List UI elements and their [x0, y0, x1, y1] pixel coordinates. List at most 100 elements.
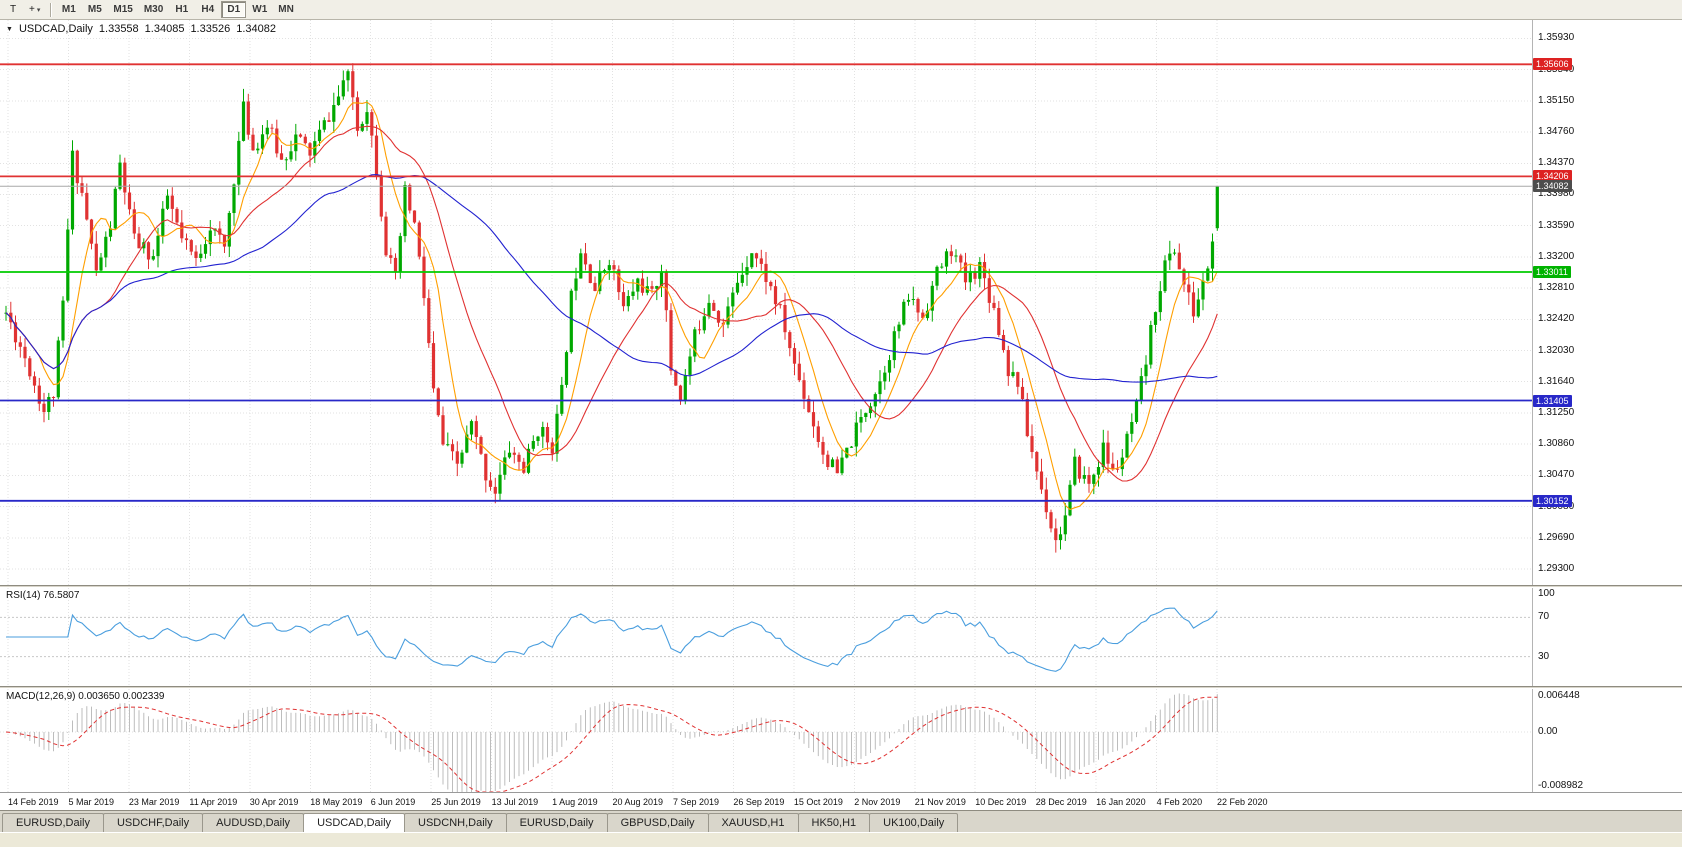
rsi-header: RSI(14) 76.5807	[6, 590, 80, 601]
symbol-dropdown-icon[interactable]: ▼	[6, 25, 13, 33]
crosshair-tool-dropdown[interactable]: + ▾	[24, 1, 45, 18]
chart-tab-bar: EURUSD,Daily USDCHF,Daily AUDUSD,Daily USDC…	[0, 810, 1682, 832]
macd-histogram	[10, 693, 1218, 792]
rsi-canvas-wrap: RSI(14) 76.5807	[0, 588, 1532, 686]
current-price-tag: 1.34082	[1533, 180, 1572, 193]
macd-canvas[interactable]	[0, 689, 1532, 792]
axis-label: 0.006448	[1538, 690, 1580, 701]
toolbar-separator	[50, 2, 52, 17]
chart-area: ▼ USDCAD,Daily 1.33558 1.34085 1.33526 1…	[0, 20, 1682, 810]
status-strip	[0, 832, 1682, 847]
axis-label: 1.30860	[1538, 438, 1575, 450]
chart-tab-hk50-h1[interactable]: HK50,H1	[797, 813, 871, 832]
timeframe-h4-button[interactable]: H4	[195, 1, 220, 18]
axis-label: 70	[1538, 611, 1550, 623]
date-axis-label: 2 Nov 2019	[854, 797, 901, 807]
axis-label: 1.30470	[1538, 469, 1575, 481]
date-axis-label: 22 Feb 2020	[1217, 797, 1268, 807]
date-axis-label: 4 Feb 2020	[1156, 797, 1203, 807]
axis-label: 1.32810	[1538, 282, 1575, 294]
date-axis-label: 6 Jun 2019	[370, 797, 416, 807]
macd-header: MACD(12,26,9) 0.003650 0.002339	[6, 691, 165, 702]
chart-tab-usdcnh-daily[interactable]: USDCNH,Daily	[404, 813, 507, 832]
axis-label: 30	[1538, 650, 1550, 662]
main-chart-panel: ▼ USDCAD,Daily 1.33558 1.34085 1.33526 1…	[0, 20, 1682, 585]
grid	[0, 689, 1532, 792]
timeframe-button-group: M1 M5 M15 M30 H1 H4 D1 W1 MN	[56, 1, 298, 18]
axis-label: 1.29690	[1538, 531, 1575, 543]
rsi-panel: RSI(14) 76.5807 100 70 30	[0, 588, 1682, 686]
chart-tab-eurusd-daily[interactable]: EURUSD,Daily	[505, 813, 608, 832]
date-axis-label: 30 Apr 2019	[249, 797, 299, 807]
panel-splitter[interactable]	[0, 585, 1682, 588]
price-level-tag: 1.31405	[1533, 394, 1572, 407]
rsi-canvas[interactable]	[0, 588, 1532, 686]
rsi-axis[interactable]: 100 70 30	[1532, 588, 1682, 686]
rsi-levels	[0, 616, 1532, 658]
axis-label: 1.33200	[1538, 250, 1575, 262]
price-level-tag: 1.33011	[1533, 266, 1571, 278]
main-chart-canvas-wrap: ▼ USDCAD,Daily 1.33558 1.34085 1.33526 1…	[0, 20, 1532, 585]
timeframe-m1-button[interactable]: M1	[56, 1, 81, 18]
panel-splitter[interactable]	[0, 686, 1682, 689]
time-axis[interactable]: 14 Feb 2019 5 Mar 2019 23 Mar 2019 11 Apr 2…	[0, 792, 1682, 810]
axis-label: -0.008982	[1538, 780, 1584, 791]
axis-label: 1.29300	[1538, 562, 1575, 574]
timeframe-m5-button[interactable]: M5	[82, 1, 107, 18]
date-axis-label: 25 Jun 2019	[431, 797, 481, 807]
date-axis-label: 26 Sep 2019	[733, 797, 785, 807]
chart-header: ▼ USDCAD,Daily 1.33558 1.34085 1.33526 1…	[6, 23, 276, 35]
macd-canvas-wrap: MACD(12,26,9) 0.003650 0.002339	[0, 689, 1532, 792]
date-axis-label: 23 Mar 2019	[128, 797, 180, 807]
date-axis-label: 21 Nov 2019	[914, 797, 966, 807]
ma-21-line	[5, 125, 1218, 482]
chart-tab-xauusd-h1[interactable]: XAUUSD,H1	[707, 813, 799, 832]
horizontal-lines	[0, 63, 1532, 502]
date-axis-label: 1 Aug 2019	[552, 797, 598, 807]
axis-label: 1.34370	[1538, 157, 1575, 169]
chart-tab-usdchf-daily[interactable]: USDCHF,Daily	[102, 813, 204, 832]
macd-signal-line	[5, 696, 1218, 792]
date-axis-label: 28 Dec 2019	[1035, 797, 1087, 807]
timeframe-d1-button[interactable]: D1	[221, 1, 247, 18]
chart-tab-usdcad-daily[interactable]: USDCAD,Daily	[303, 813, 406, 832]
chart-symbol-label: USDCAD,Daily	[18, 23, 93, 35]
timeframe-m30-button[interactable]: M30	[139, 1, 168, 18]
axis-label: 1.32420	[1538, 313, 1575, 325]
axis-label: 1.31640	[1538, 375, 1575, 387]
chart-tab-audusd-daily[interactable]: AUDUSD,Daily	[202, 813, 305, 832]
axis-label: 1.35150	[1538, 94, 1575, 106]
timeframe-h1-button[interactable]: H1	[169, 1, 194, 18]
timeframe-mn-button[interactable]: MN	[273, 1, 299, 18]
ohlc-low-value: 1.33526	[190, 23, 231, 35]
timeframe-m15-button[interactable]: M15	[108, 1, 137, 18]
date-axis-label: 13 Jul 2019	[491, 797, 539, 807]
chart-tab-eurusd-daily[interactable]: EURUSD,Daily	[2, 813, 104, 832]
chart-tab-uk100-daily[interactable]: UK100,Daily	[869, 813, 959, 832]
date-axis-label: 14 Feb 2019	[8, 797, 59, 807]
price-level-tag: 1.34206	[1533, 170, 1572, 183]
date-axis-label: 10 Dec 2019	[975, 797, 1027, 807]
ohlc-close-value: 1.34082	[236, 23, 276, 35]
date-axis-label: 11 Apr 2019	[189, 797, 238, 807]
timeframe-w1-button[interactable]: W1	[247, 1, 272, 18]
date-axis-label: 7 Sep 2019	[673, 797, 720, 807]
chart-tab-gbpusd-daily[interactable]: GBPUSD,Daily	[606, 813, 709, 832]
price-level-tag: 1.30152	[1533, 494, 1572, 507]
axis-label: 100	[1538, 588, 1555, 599]
axis-label: 1.33980	[1538, 188, 1575, 200]
text-tool-button[interactable]: T	[3, 1, 23, 18]
main-chart-canvas[interactable]	[0, 20, 1532, 585]
macd-axis[interactable]: 0.006448 0.00 -0.008982	[1532, 689, 1682, 792]
axis-label: 1.32030	[1538, 344, 1575, 356]
grid	[7, 588, 1218, 686]
ohlc-high-value: 1.34085	[144, 23, 185, 35]
candles	[4, 63, 1219, 553]
date-axis-label: 16 Jan 2020	[1096, 797, 1146, 807]
ma-55-line	[5, 174, 1218, 383]
toolbar: T + ▾ M1 M5 M15 M30 H1 H4 D1 W1 MN	[0, 0, 1682, 20]
price-level-tag: 1.35606	[1533, 58, 1572, 71]
macd-panel: MACD(12,26,9) 0.003650 0.002339 0.006448…	[0, 689, 1682, 792]
price-axis[interactable]: 1.359301.355401.351501.347601.343701.339…	[1532, 20, 1682, 585]
